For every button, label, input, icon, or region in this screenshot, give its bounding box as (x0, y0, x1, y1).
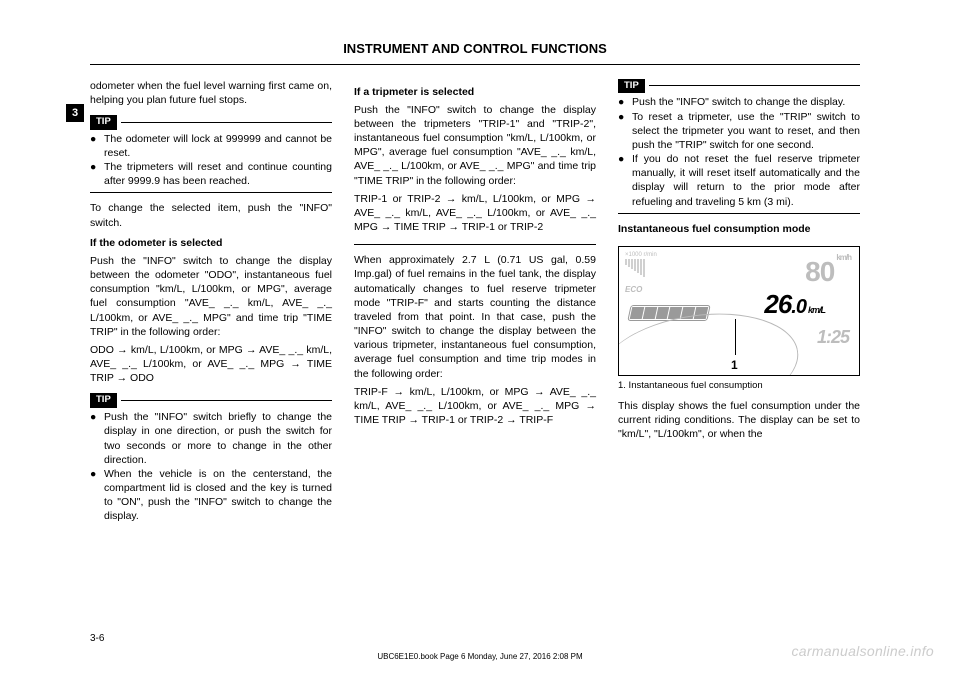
tip-label: TIP (90, 393, 117, 408)
leader-line (735, 319, 736, 355)
tip-item: When the vehicle is on the centerstand, … (104, 467, 332, 524)
doc-footer-info: UBC6E1E0.book Page 6 Monday, June 27, 20… (377, 652, 582, 663)
content-columns: odometer when the fuel level warning fir… (90, 79, 860, 530)
page-number: 3-6 (90, 632, 104, 646)
column-1: odometer when the fuel level warning fir… (90, 79, 332, 530)
figure-caption: 1. Instantaneous fuel consumption (618, 380, 860, 393)
body-text: TRIP-F → km/L, L/100km, or MPG → AVE_ _.… (354, 385, 596, 428)
tip-item: To reset a tripmeter, use the "TRIP" swi… (632, 110, 860, 153)
subheading: Instantaneous fuel consumption mode (618, 222, 860, 236)
tip-item: If you do not reset the fuel reserve tri… (632, 152, 860, 209)
body-text: odometer when the fuel level warning fir… (90, 79, 332, 107)
tip-rule (649, 85, 860, 86)
eco-indicator: ECO (625, 285, 642, 296)
callout-number: 1 (731, 357, 738, 373)
bullet-icon: ● (618, 95, 632, 109)
rpm-label: ×1000 r/min (625, 251, 657, 259)
dashboard-figure: ×1000 r/min ECO 80km/h (618, 246, 860, 393)
body-text: Push the "INFO" switch to change the dis… (354, 103, 596, 188)
column-2: If a tripmeter is selected Push the "INF… (354, 79, 596, 530)
tip-box: TIP ●Push the "INFO" switch to change th… (618, 79, 860, 214)
bullet-icon: ● (618, 152, 632, 209)
tip-item: Push the "INFO" switch to change the dis… (632, 95, 860, 109)
tip-box: TIP ●The odometer will lock at 999999 an… (90, 115, 332, 194)
body-text: Push the "INFO" switch to change the dis… (90, 254, 332, 339)
fuel-consumption-readout: 26.0km/L (764, 287, 825, 322)
body-text: This display shows the fuel consumption … (618, 399, 860, 442)
speed-readout: 80km/h (805, 253, 851, 291)
tip-label: TIP (90, 115, 117, 130)
tip-item: The tripmeters will reset and continue c… (104, 160, 332, 188)
bullet-icon: ● (618, 110, 632, 153)
manual-page: INSTRUMENT AND CONTROL FUNCTIONS odomete… (90, 40, 860, 530)
column-3: TIP ●Push the "INFO" switch to change th… (618, 79, 860, 530)
body-text: When approximately 2.7 L (0.71 US gal, 0… (354, 253, 596, 381)
heading-rule (90, 64, 860, 65)
bullet-icon: ● (90, 467, 104, 524)
watermark: carmanualsonline.info (792, 642, 935, 661)
clock-readout: 1:25 (817, 325, 849, 349)
tip-item: Push the "INFO" switch briefly to change… (104, 410, 332, 467)
body-text: TRIP-1 or TRIP-2 → km/L, L/100km, or MPG… (354, 192, 596, 235)
figure-frame: ×1000 r/min ECO 80km/h (618, 246, 860, 376)
tip-end-rule (618, 213, 860, 214)
body-text: To change the selected item, push the "I… (90, 201, 332, 229)
tip-end-rule (90, 192, 332, 193)
bullet-icon: ● (90, 410, 104, 467)
rpm-bars (625, 259, 645, 277)
tip-label: TIP (618, 79, 645, 94)
body-text: ODO → km/L, L/100km, or MPG → AVE_ _._ k… (90, 343, 332, 386)
bullet-icon: ● (90, 160, 104, 188)
tip-rule (121, 122, 332, 123)
subheading: If a tripmeter is selected (354, 85, 596, 99)
chapter-tab: 3 (66, 104, 84, 122)
subheading: If the odometer is selected (90, 236, 332, 250)
page-heading: INSTRUMENT AND CONTROL FUNCTIONS (90, 40, 860, 58)
tip-box: TIP ●Push the "INFO" switch briefly to c… (90, 393, 332, 523)
tip-item: The odometer will lock at 999999 and can… (104, 132, 332, 160)
section-rule (354, 244, 596, 245)
bullet-icon: ● (90, 132, 104, 160)
tip-rule (121, 400, 332, 401)
